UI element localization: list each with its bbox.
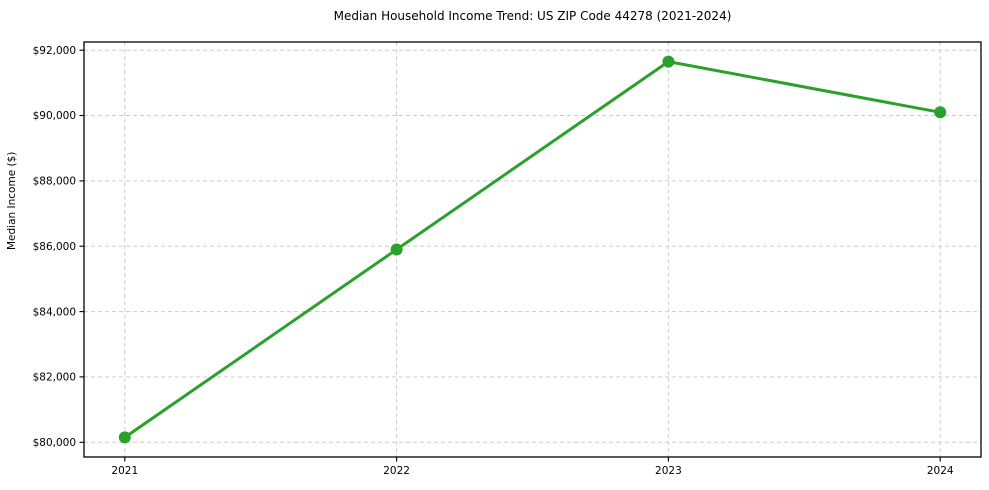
data-point-marker: [390, 243, 403, 256]
data-point-marker: [118, 431, 131, 444]
y-tick-label: $88,000: [33, 176, 76, 188]
data-point-marker: [934, 106, 947, 119]
data-point-marker: [662, 55, 675, 68]
y-tick-label: $84,000: [33, 306, 76, 318]
y-tick-label: $82,000: [33, 372, 76, 384]
y-tick-label: $80,000: [33, 437, 76, 449]
plot-frame: [83, 41, 982, 458]
x-tick-label: 2024: [927, 465, 954, 477]
y-tick-label: $86,000: [33, 241, 76, 253]
series-line: [123, 60, 942, 439]
y-tick-label: $92,000: [33, 45, 76, 57]
x-tick-label: 2022: [383, 465, 410, 477]
chart-title: Median Household Income Trend: US ZIP Co…: [333, 9, 732, 23]
x-tick-label: 2023: [655, 465, 682, 477]
x-tick-label: 2021: [111, 465, 138, 477]
y-tick-label: $90,000: [33, 110, 76, 122]
